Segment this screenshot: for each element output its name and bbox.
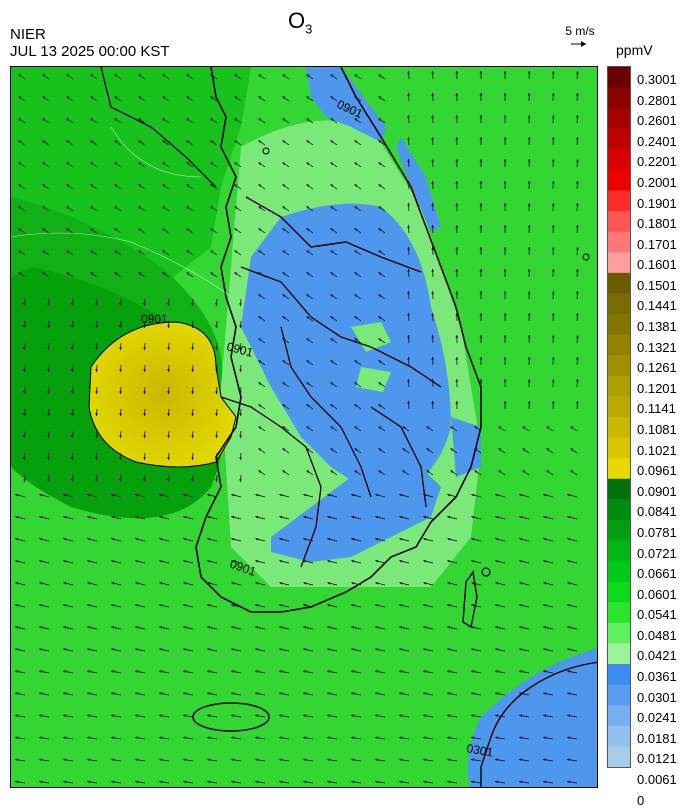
colorbar-swatch: [608, 664, 630, 685]
vector-reference-label: 5 m/s: [558, 24, 602, 38]
colorbar-tick-label: 0.0661: [637, 567, 677, 581]
colorbar-swatch: [608, 129, 630, 150]
colorbar-tick-label: 0.1201: [637, 382, 677, 396]
colorbar-swatch: [608, 582, 630, 603]
colorbar-swatch: [608, 438, 630, 459]
colorbar-tick-label: 0.1801: [637, 217, 677, 231]
colorbar-tick-label: 0.0241: [637, 711, 677, 725]
colorbar-tick-label: 0.1081: [637, 423, 677, 437]
colorbar-swatch: [608, 108, 630, 129]
colorbar: [607, 66, 631, 768]
map-canvas: 0901 0901 0901 0901 0301: [11, 67, 598, 788]
colorbar-tick-label: 0.0721: [637, 547, 677, 561]
colorbar-swatch: [608, 705, 630, 726]
colorbar-swatch: [608, 252, 630, 273]
colorbar-tick-label: 0.2401: [637, 135, 677, 149]
colorbar-tick-label: 0.1701: [637, 238, 677, 252]
colorbar-tick-label: 0.2601: [637, 114, 677, 128]
colorbar-tick-label: 0.1021: [637, 444, 677, 458]
datetime-label: JUL 13 2025 00:00 KST: [10, 43, 170, 60]
colorbar-tick-label: 0.0301: [637, 691, 677, 705]
map-title: O3: [288, 8, 312, 36]
colorbar-tick-label: 0: [637, 794, 644, 808]
colorbar-tick-label: 0.0961: [637, 464, 677, 478]
colorbar-swatch: [608, 376, 630, 397]
colorbar-tick-label: 0.2801: [637, 94, 677, 108]
colorbar-swatch: [608, 602, 630, 623]
colorbar-tick-label: 0.1381: [637, 320, 677, 334]
colorbar-swatch: [608, 643, 630, 664]
colorbar-swatch: [608, 479, 630, 500]
colorbar-swatch: [608, 685, 630, 706]
colorbar-swatch: [608, 88, 630, 109]
colorbar-swatch: [608, 232, 630, 253]
colorbar-swatch: [608, 561, 630, 582]
vector-reference-arrow-icon: [570, 38, 590, 48]
colorbar-tick-label: 0.1141: [637, 402, 676, 416]
unit-label: ppmV: [616, 42, 653, 58]
colorbar-swatch: [608, 293, 630, 314]
colorbar-tick-label: 0.1601: [637, 258, 677, 272]
agency-label: NIER: [10, 26, 170, 43]
colorbar-swatch: [608, 746, 630, 767]
colorbar-swatch: [608, 355, 630, 376]
colorbar-tick-label: 0.2201: [637, 155, 677, 169]
colorbar-swatch: [608, 726, 630, 747]
colorbar-swatches: [608, 67, 630, 767]
colorbar-swatch: [608, 191, 630, 212]
colorbar-tick-label: 0.1501: [637, 279, 677, 293]
colorbar-tick-label: 0.0481: [637, 629, 677, 643]
header-info: NIER JUL 13 2025 00:00 KST: [10, 26, 170, 60]
colorbar-swatch: [608, 314, 630, 335]
colorbar-tick-label: 0.0181: [637, 732, 677, 746]
colorbar-tick-label: 0.0421: [637, 649, 677, 663]
colorbar-swatch: [608, 458, 630, 479]
colorbar-tick-label: 0.1441: [637, 299, 677, 313]
colorbar-swatch: [608, 149, 630, 170]
colorbar-labels: 0.3001 0.2801 0.2601 0.2401 0.2201 0.2001 0.19…: [637, 66, 692, 778]
colorbar-swatch: [608, 541, 630, 562]
colorbar-swatch: [608, 170, 630, 191]
colorbar-tick-label: 0.0541: [637, 608, 677, 622]
colorbar-tick-label: 0.0121: [637, 752, 677, 766]
colorbar-tick-label: 0.1261: [637, 361, 677, 375]
colorbar-tick-label: 0.1321: [637, 341, 677, 355]
colorbar-tick-label: 0.0361: [637, 670, 677, 684]
colorbar-swatch: [608, 417, 630, 438]
colorbar-tick-label: 0.0841: [637, 505, 677, 519]
colorbar-tick-label: 0.0901: [637, 485, 677, 499]
title-subscript: 3: [305, 21, 312, 36]
colorbar-tick-label: 0.3001: [637, 73, 677, 87]
colorbar-swatch: [608, 273, 630, 294]
colorbar-swatch: [608, 396, 630, 417]
title-main: O: [288, 8, 305, 33]
colorbar-tick-label: 0.0601: [637, 588, 677, 602]
colorbar-swatch: [608, 499, 630, 520]
colorbar-swatch: [608, 335, 630, 356]
ozone-map: 0901 0901 0901 0901 0301: [10, 66, 598, 788]
colorbar-tick-label: 0.1901: [637, 197, 677, 211]
colorbar-swatch: [608, 623, 630, 644]
colorbar-tick-label: 0.2001: [637, 176, 677, 190]
colorbar-swatch: [608, 520, 630, 541]
colorbar-swatch: [608, 211, 630, 232]
colorbar-tick-label: 0.0061: [637, 773, 677, 787]
colorbar-swatch: [608, 67, 630, 88]
colorbar-tick-label: 0.0781: [637, 526, 677, 540]
